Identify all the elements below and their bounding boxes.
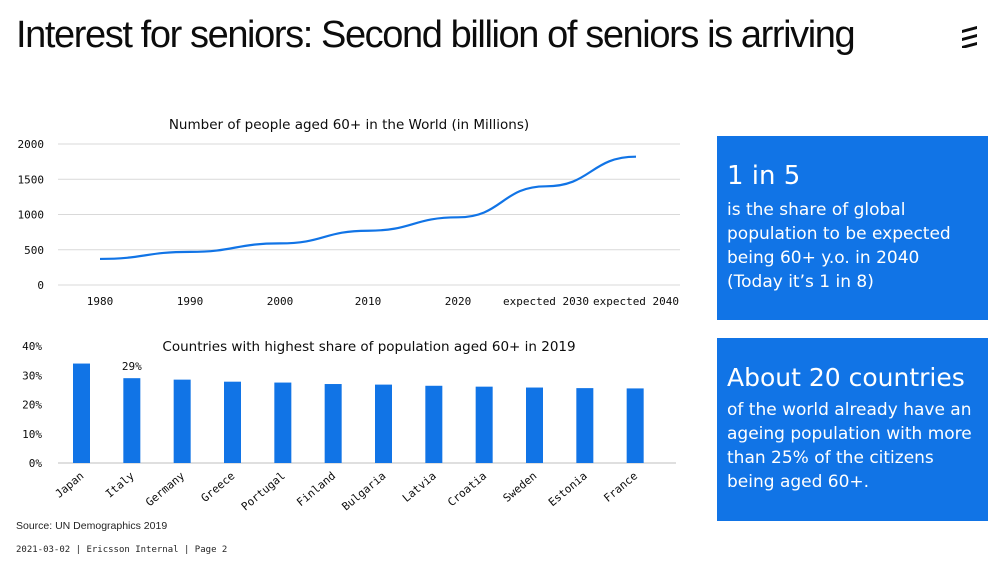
y-tick-label: 1000 bbox=[18, 209, 45, 222]
bar-chart: Countries with highest share of populati… bbox=[22, 339, 676, 513]
bar bbox=[375, 384, 392, 463]
ericsson-logo-icon bbox=[962, 26, 977, 48]
y-tick-label: 1500 bbox=[18, 173, 45, 186]
x-tick-label: France bbox=[601, 469, 640, 505]
x-tick-label: Portugal bbox=[239, 469, 288, 513]
stat-line: of the world already have an bbox=[727, 400, 972, 420]
bar bbox=[425, 385, 443, 463]
series-line bbox=[99, 155, 637, 261]
bar bbox=[274, 382, 292, 463]
y-tick-label: 2000 bbox=[18, 138, 45, 151]
bar bbox=[224, 381, 241, 463]
x-tick-label: Sweden bbox=[501, 469, 540, 505]
y-tick-label: 40% bbox=[22, 340, 42, 353]
x-tick-label: expected 2040 bbox=[593, 295, 679, 308]
source-note: Source: UN Demographics 2019 bbox=[16, 520, 168, 532]
x-tick-label: Greece bbox=[199, 469, 238, 505]
bar bbox=[73, 363, 90, 463]
x-tick-label: 2010 bbox=[355, 295, 382, 308]
bar bbox=[173, 379, 191, 463]
x-tick-label: Croatia bbox=[445, 469, 489, 509]
x-tick-label: 1990 bbox=[177, 295, 204, 308]
x-tick-label: Bulgaria bbox=[339, 469, 388, 513]
x-tick-label: expected 2030 bbox=[503, 295, 589, 308]
line-chart-title: Number of people aged 60+ in the World (… bbox=[169, 117, 529, 133]
x-tick-label: Italy bbox=[103, 469, 137, 500]
stat-line: being 60+ y.o. in 2040 bbox=[727, 248, 920, 268]
bar-chart-title: Countries with highest share of populati… bbox=[162, 339, 575, 355]
x-tick-label: 2020 bbox=[445, 295, 472, 308]
bar bbox=[475, 386, 493, 463]
stat-headline: 1 in 5 bbox=[727, 161, 801, 191]
data-label: 29% bbox=[122, 360, 142, 373]
x-tick-label: Finland bbox=[294, 469, 338, 509]
bar bbox=[123, 378, 141, 463]
stat-line: population to be expected bbox=[727, 224, 951, 244]
stat-line: than 25% of the citizens bbox=[727, 448, 934, 468]
x-tick-label: Latvia bbox=[400, 469, 439, 505]
stat-box-one-in-five: 1 in 5 is the share of global population… bbox=[717, 136, 988, 320]
y-tick-label: 10% bbox=[22, 428, 42, 441]
stat-description: of the world already have an ageing popu… bbox=[727, 398, 978, 494]
y-tick-label: 0 bbox=[37, 279, 44, 292]
bar bbox=[576, 388, 594, 463]
stat-line: is the share of global bbox=[727, 200, 906, 220]
y-tick-label: 500 bbox=[24, 244, 44, 257]
y-tick-label: 20% bbox=[22, 399, 42, 412]
bar bbox=[626, 388, 644, 463]
stat-box-about-20-countries: About 20 countries of the world already … bbox=[717, 338, 988, 521]
stat-headline: About 20 countries bbox=[727, 363, 965, 392]
x-tick-label: Japan bbox=[53, 469, 87, 500]
stat-line: (Today it’s 1 in 8) bbox=[727, 272, 874, 292]
charts-area: Number of people aged 60+ in the World (… bbox=[18, 117, 680, 513]
y-tick-label: 0% bbox=[29, 457, 43, 470]
x-tick-label: Germany bbox=[143, 469, 187, 509]
stat-line: ageing population with more bbox=[727, 424, 972, 444]
stat-description: is the share of global population to be … bbox=[727, 198, 978, 294]
footer: 2021-03-02 | Ericsson Internal | Page 2 bbox=[16, 545, 228, 555]
bar bbox=[324, 384, 342, 463]
stat-line: being aged 60+. bbox=[727, 472, 870, 492]
y-tick-label: 30% bbox=[22, 369, 42, 382]
slide-title: Interest for seniors: Second billion of … bbox=[16, 14, 856, 56]
x-tick-label: Estonia bbox=[546, 469, 590, 509]
x-tick-label: 2000 bbox=[267, 295, 294, 308]
bar bbox=[526, 387, 543, 463]
x-tick-label: 1980 bbox=[87, 295, 114, 308]
line-chart: Number of people aged 60+ in the World (… bbox=[18, 117, 680, 308]
